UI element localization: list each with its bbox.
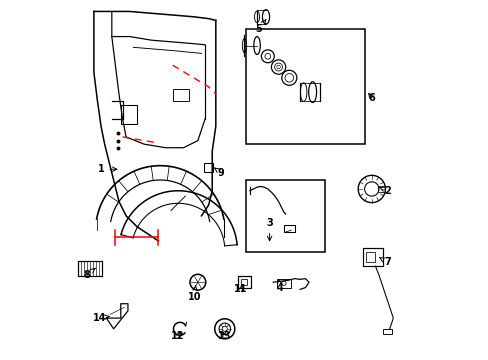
Text: 9: 9 xyxy=(214,168,224,178)
Bar xyxy=(238,276,250,288)
Bar xyxy=(362,248,382,266)
Text: 3: 3 xyxy=(265,218,272,241)
Bar xyxy=(366,252,375,262)
Text: 11: 11 xyxy=(234,284,247,294)
Bar xyxy=(204,163,213,172)
Bar xyxy=(382,329,391,334)
Text: 4: 4 xyxy=(276,279,283,293)
Bar xyxy=(78,261,102,276)
Text: 1: 1 xyxy=(98,164,117,174)
Bar xyxy=(284,225,294,232)
Bar xyxy=(276,279,290,288)
Text: 10: 10 xyxy=(187,286,201,302)
Bar xyxy=(172,89,188,101)
Text: 12: 12 xyxy=(171,331,184,341)
Text: 13: 13 xyxy=(218,331,231,341)
Bar xyxy=(121,105,137,125)
Bar xyxy=(378,186,384,192)
Bar xyxy=(246,180,325,252)
Bar xyxy=(241,279,247,285)
Text: 2: 2 xyxy=(378,186,390,196)
Bar xyxy=(246,30,364,144)
Text: 7: 7 xyxy=(379,257,390,267)
Text: 8: 8 xyxy=(83,268,95,280)
Text: 14: 14 xyxy=(92,313,109,323)
Text: 6: 6 xyxy=(367,93,374,103)
Text: 5: 5 xyxy=(255,19,265,35)
